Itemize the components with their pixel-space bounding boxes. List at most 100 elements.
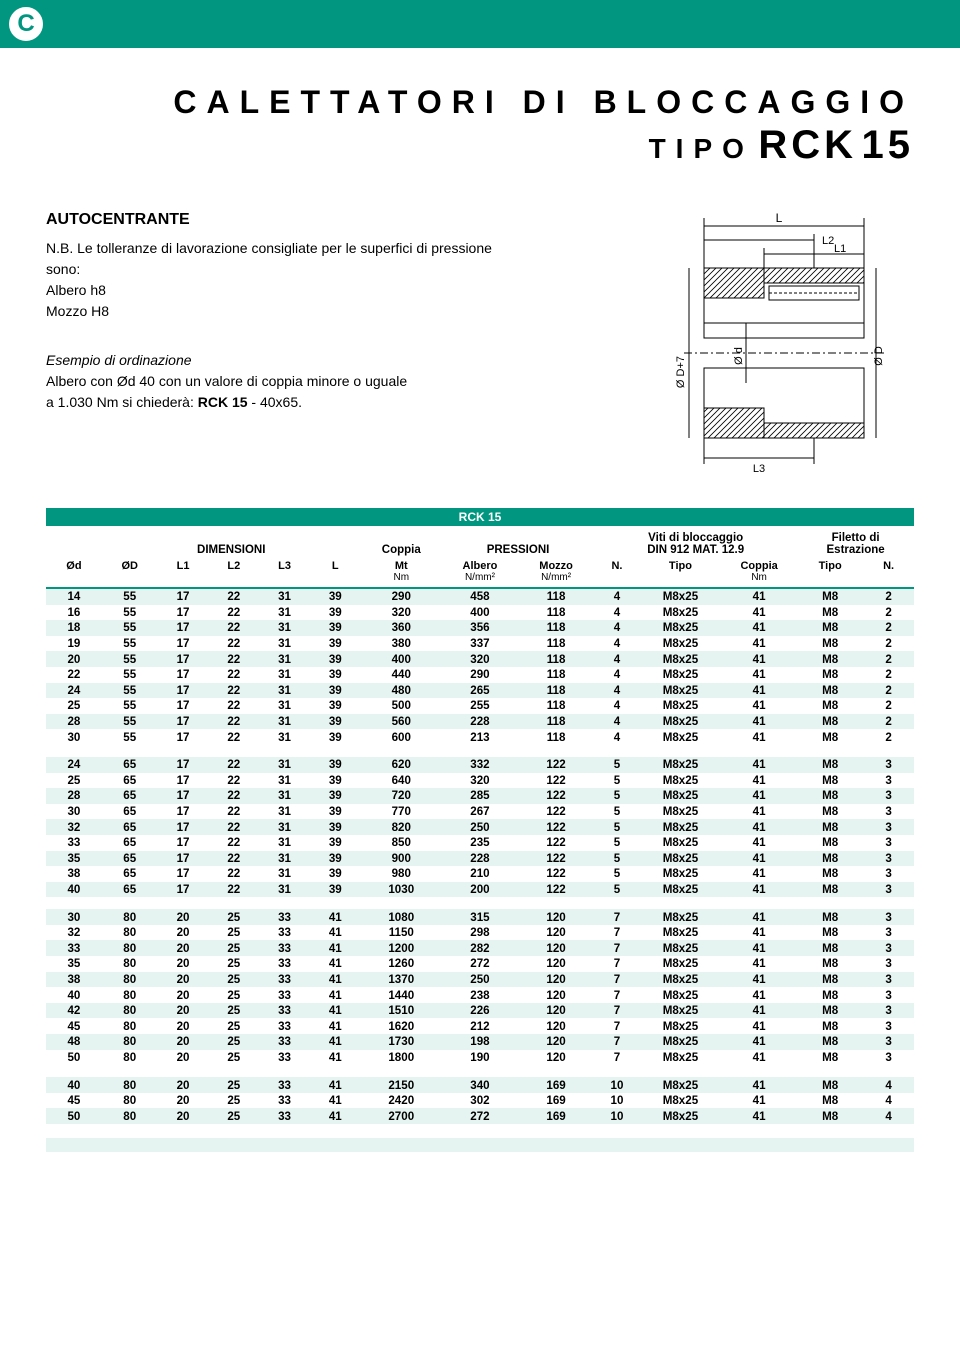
table-cell: 39 bbox=[310, 804, 361, 820]
table-row: 408020253341215034016910M8x2541M84 bbox=[46, 1077, 914, 1093]
table-cell: 480 bbox=[361, 683, 442, 699]
table-cell: 65 bbox=[102, 866, 158, 882]
table-cell: 118 bbox=[518, 588, 594, 605]
table-cell: 7 bbox=[594, 987, 640, 1003]
table-cell: 41 bbox=[721, 1108, 797, 1124]
table-cell: 41 bbox=[721, 1003, 797, 1019]
table-cell: 25 bbox=[208, 1018, 259, 1034]
table-cell: 65 bbox=[102, 788, 158, 804]
table-cell: 35 bbox=[46, 956, 102, 972]
table-cell: 118 bbox=[518, 667, 594, 683]
group-viti: Viti di bloccaggio DIN 912 MAT. 12.9 bbox=[594, 526, 797, 558]
table-cell: 118 bbox=[518, 605, 594, 621]
table-cell: 16 bbox=[46, 605, 102, 621]
table-cell: 35 bbox=[46, 851, 102, 867]
table-cell: 400 bbox=[442, 605, 518, 621]
table-cell: 33 bbox=[259, 1034, 310, 1050]
table-cell: 20 bbox=[158, 925, 209, 941]
table-cell: 122 bbox=[518, 882, 594, 898]
table-cell: 33 bbox=[259, 1077, 310, 1093]
table-cell: 31 bbox=[259, 788, 310, 804]
table-cell: 238 bbox=[442, 987, 518, 1003]
table-cell: 25 bbox=[208, 1108, 259, 1124]
table-cell: 3 bbox=[863, 882, 914, 898]
table-cell: 80 bbox=[102, 1050, 158, 1066]
table-cell: 120 bbox=[518, 972, 594, 988]
table-cell: 31 bbox=[259, 835, 310, 851]
table-row: 32802025334111502981207M8x2541M83 bbox=[46, 925, 914, 941]
table-cell: M8 bbox=[797, 851, 863, 867]
table-cell: 41 bbox=[721, 909, 797, 925]
table-cell: 5 bbox=[594, 788, 640, 804]
table-cell: 120 bbox=[518, 987, 594, 1003]
table-cell: 14 bbox=[46, 588, 102, 605]
col-header: MozzoN/mm² bbox=[518, 558, 594, 588]
table-cell: 17 bbox=[158, 605, 209, 621]
table-cell: 22 bbox=[208, 882, 259, 898]
autocentrante-heading: AUTOCENTRANTE bbox=[46, 208, 497, 232]
table-cell: M8 bbox=[797, 1050, 863, 1066]
table-cell: 120 bbox=[518, 1003, 594, 1019]
table-cell: M8 bbox=[797, 667, 863, 683]
table-cell: 80 bbox=[102, 1018, 158, 1034]
table-cell: 17 bbox=[158, 698, 209, 714]
table-cell: 80 bbox=[102, 972, 158, 988]
table-cell: 33 bbox=[259, 1003, 310, 1019]
table-cell: M8 bbox=[797, 788, 863, 804]
table-cell: 17 bbox=[158, 851, 209, 867]
table-cell: 41 bbox=[721, 651, 797, 667]
table-cell: 1260 bbox=[361, 956, 442, 972]
table-cell: 22 bbox=[208, 804, 259, 820]
table-cell: 20 bbox=[158, 1093, 209, 1109]
table-cell: 4 bbox=[594, 698, 640, 714]
table-cell: 4 bbox=[594, 667, 640, 683]
table-cell: 190 bbox=[442, 1050, 518, 1066]
col-header: L1 bbox=[158, 558, 209, 588]
subtitle-model: RCK bbox=[758, 123, 857, 167]
table-cell: 31 bbox=[259, 851, 310, 867]
table-cell: 4 bbox=[594, 605, 640, 621]
table-cell: 41 bbox=[721, 773, 797, 789]
table-cell: 560 bbox=[361, 714, 442, 730]
table-cell: M8 bbox=[797, 1108, 863, 1124]
table-cell: 50 bbox=[46, 1050, 102, 1066]
table-cell: 41 bbox=[721, 729, 797, 745]
albero-tol: Albero h8 bbox=[46, 280, 497, 301]
table-cell: 2 bbox=[863, 588, 914, 605]
col-header: MtNm bbox=[361, 558, 442, 588]
table-cell: 41 bbox=[310, 925, 361, 941]
table-cell: 4 bbox=[594, 620, 640, 636]
table-cell: 340 bbox=[442, 1077, 518, 1093]
table-cell: 39 bbox=[310, 667, 361, 683]
table-cell: 25 bbox=[208, 1034, 259, 1050]
table-cell: 17 bbox=[158, 651, 209, 667]
table-row: 50802025334118001901207M8x2541M83 bbox=[46, 1050, 914, 1066]
table-cell: 400 bbox=[361, 651, 442, 667]
table-cell: 40 bbox=[46, 987, 102, 1003]
table-cell: 33 bbox=[259, 925, 310, 941]
table-cell: 3 bbox=[863, 773, 914, 789]
table-cell: 39 bbox=[310, 698, 361, 714]
table-cell: 1030 bbox=[361, 882, 442, 898]
table-cell: 440 bbox=[361, 667, 442, 683]
table-cell: 118 bbox=[518, 651, 594, 667]
table-cell: 41 bbox=[721, 1093, 797, 1109]
table-cell: 39 bbox=[310, 620, 361, 636]
table-cell: 22 bbox=[208, 714, 259, 730]
table-cell: 41 bbox=[721, 605, 797, 621]
table-cell: 3 bbox=[863, 1050, 914, 1066]
table-cell: 41 bbox=[721, 714, 797, 730]
group-press: PRESSIONI bbox=[442, 526, 594, 558]
table-cell: 10 bbox=[594, 1093, 640, 1109]
col-header: L bbox=[310, 558, 361, 588]
table-cell: 118 bbox=[518, 636, 594, 652]
table-cell: M8x25 bbox=[640, 1093, 721, 1109]
col-header: Tipo bbox=[640, 558, 721, 588]
table-cell: 55 bbox=[102, 729, 158, 745]
table-cell: 31 bbox=[259, 773, 310, 789]
table-row: 38802025334113702501207M8x2541M83 bbox=[46, 972, 914, 988]
table-cell: 120 bbox=[518, 1050, 594, 1066]
spec-table: DIMENSIONI Coppia PRESSIONI Viti di bloc… bbox=[46, 526, 914, 1166]
table-row: 35802025334112602721207M8x2541M83 bbox=[46, 956, 914, 972]
table-cell: 22 bbox=[208, 757, 259, 773]
